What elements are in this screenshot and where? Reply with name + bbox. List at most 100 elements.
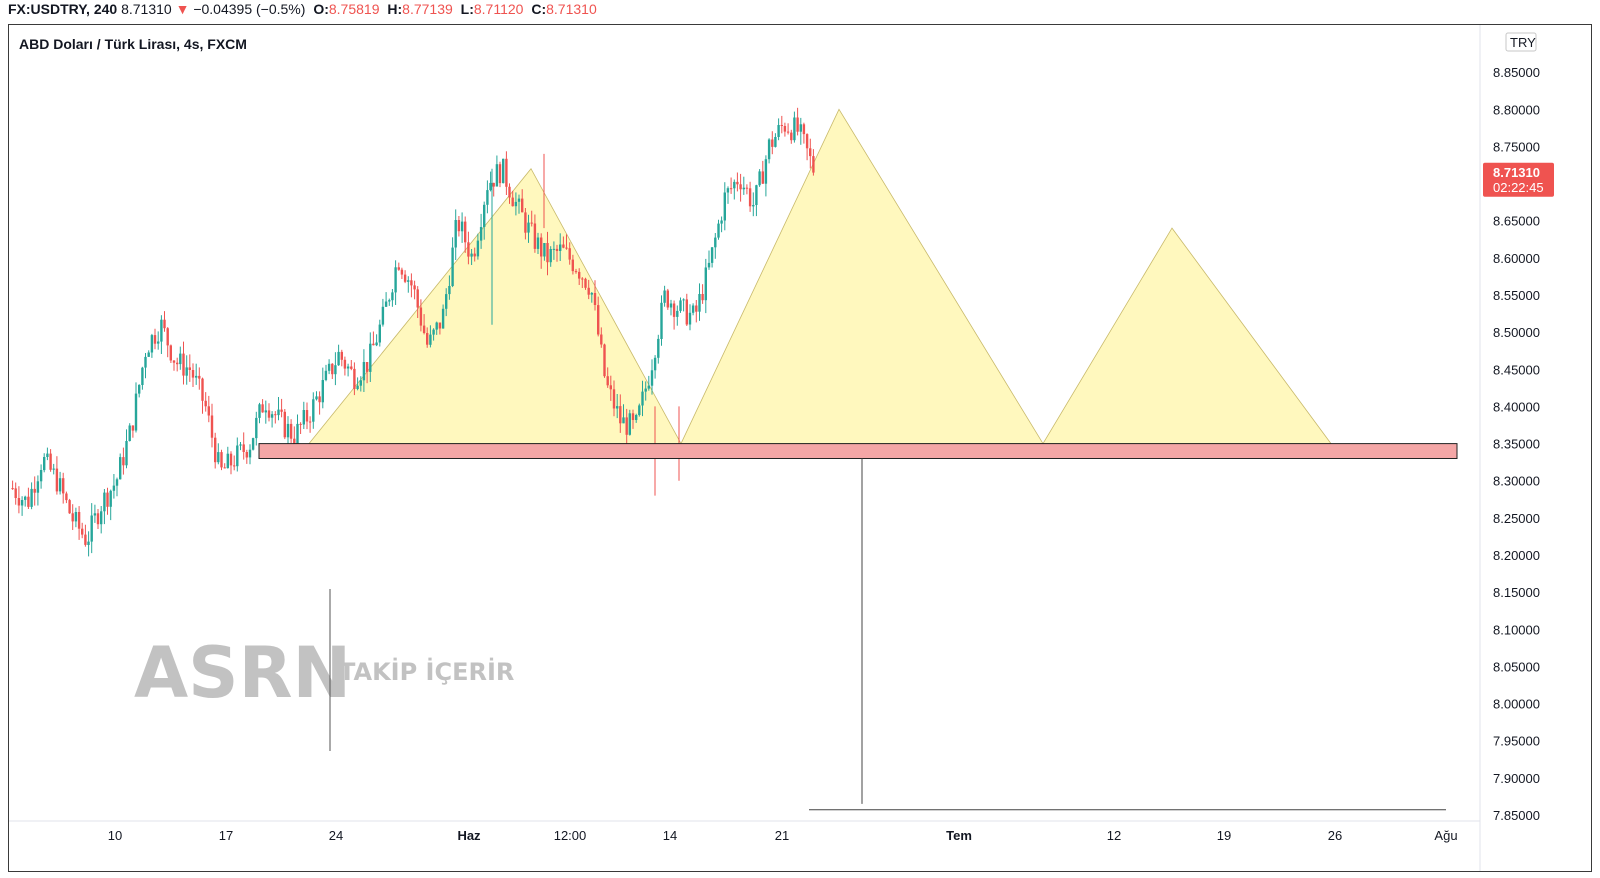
candle (103, 489, 106, 525)
candle (362, 349, 366, 392)
candle (742, 176, 745, 195)
candle-body (698, 294, 701, 312)
candle (141, 366, 144, 390)
triangle-pattern-2[interactable] (680, 108, 1044, 445)
candle-body (27, 496, 30, 507)
y-tick-label: 8.40000 (1493, 399, 1540, 414)
candle (52, 463, 55, 475)
candle (169, 344, 172, 363)
candle (492, 182, 495, 197)
candle (90, 503, 93, 554)
candle (119, 453, 122, 480)
candle (590, 292, 593, 303)
candle (400, 267, 404, 279)
candle-body (590, 293, 593, 295)
triangle-pattern-1[interactable] (308, 167, 682, 445)
candle-body (96, 513, 100, 525)
candle (809, 138, 812, 169)
candle (628, 409, 631, 436)
candle-body (726, 188, 730, 193)
candle (729, 177, 733, 194)
symbol-name[interactable]: FX:USDTRY, 240 (8, 1, 118, 17)
candle-body (236, 445, 239, 467)
candle (327, 359, 331, 375)
candle (11, 480, 14, 490)
candle-body (565, 247, 568, 249)
candle (460, 212, 464, 243)
candle-body (714, 237, 717, 248)
candle-body (362, 362, 366, 381)
candle-body (679, 300, 682, 311)
currency-badge[interactable] (1505, 32, 1537, 52)
candle-body (397, 267, 400, 270)
candle (600, 327, 603, 348)
candle (476, 233, 480, 260)
candle-body (277, 409, 280, 416)
candle-body (416, 289, 419, 308)
candle (802, 122, 806, 144)
candle (337, 344, 340, 366)
candle-body (318, 396, 321, 403)
y-tick-label: 8.65000 (1493, 214, 1540, 229)
y-tick-label: 8.20000 (1493, 548, 1540, 563)
candle-body (691, 305, 695, 313)
candle-body (543, 243, 546, 257)
candle-body (422, 325, 426, 333)
candle (745, 184, 749, 195)
candle-body (546, 243, 549, 263)
candle (115, 477, 119, 497)
candle-body (616, 406, 619, 409)
candle-body (214, 437, 217, 463)
candle-body (802, 124, 806, 135)
candle-body (160, 319, 163, 342)
candle-body (562, 244, 565, 248)
y-tick-label: 8.15000 (1493, 585, 1540, 600)
symbol-header: FX:USDTRY, 240 8.71310 ▼ −0.04395 (−0.5%… (8, 0, 597, 22)
candle-body (204, 400, 207, 407)
candle-body (492, 182, 495, 187)
candle (305, 402, 309, 430)
candle-body (581, 278, 584, 280)
candle (543, 243, 546, 261)
candle (771, 131, 774, 155)
candle (166, 327, 169, 358)
candle-body (394, 267, 397, 293)
candle-body (315, 396, 318, 400)
candle (239, 442, 242, 451)
candle (587, 279, 590, 300)
candle (150, 333, 154, 358)
candle-body (441, 308, 445, 329)
candle-body (407, 280, 410, 282)
candle-body (375, 342, 378, 346)
candle-body (280, 409, 283, 412)
candle-body (150, 335, 154, 353)
watermark-brand: ASRN (134, 632, 351, 714)
x-tick-label: Tem (946, 828, 972, 843)
candle (701, 284, 704, 304)
candle (688, 304, 692, 331)
candle (676, 305, 679, 326)
candle (315, 391, 318, 401)
support-zone[interactable] (258, 443, 1458, 460)
chart-frame[interactable]: ASRN TAKİP İÇERİR ABD Doları / Türk Liras… (8, 24, 1592, 872)
open-value: 8.75819 (328, 1, 380, 17)
candle-body (109, 490, 112, 507)
low-label: L: (460, 1, 474, 17)
candle (467, 231, 470, 265)
candle-body (369, 343, 372, 372)
candle-body (540, 237, 543, 257)
candle (704, 258, 707, 314)
candle-body (748, 188, 752, 207)
candle-body (400, 269, 404, 275)
triangle-pattern-3[interactable] (1042, 227, 1332, 445)
candle (267, 403, 271, 422)
candle-body (179, 353, 182, 365)
x-tick-label: 26 (1328, 828, 1342, 843)
candle (581, 277, 584, 288)
y-tick-label: 8.10000 (1493, 622, 1540, 637)
candle-body (451, 247, 454, 286)
candle (669, 299, 673, 316)
candle-body (729, 188, 733, 190)
candle (334, 352, 337, 386)
